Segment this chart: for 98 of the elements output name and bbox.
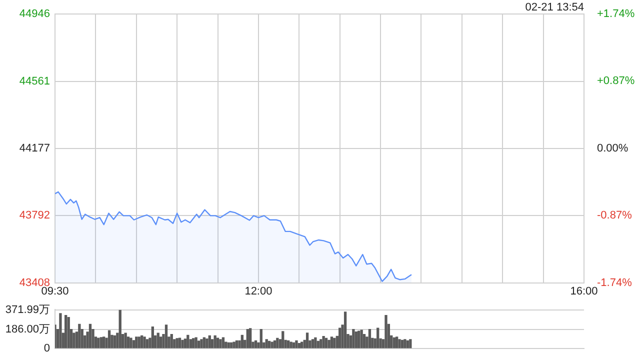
bar bbox=[300, 342, 304, 348]
bar bbox=[64, 315, 68, 348]
bar bbox=[268, 340, 271, 348]
bar bbox=[270, 342, 274, 348]
bar bbox=[146, 339, 149, 348]
y-tick-label: 371.99万 bbox=[5, 304, 50, 316]
bar bbox=[184, 338, 187, 348]
bar bbox=[206, 338, 208, 348]
bar bbox=[360, 330, 363, 348]
bar bbox=[100, 337, 102, 348]
bar bbox=[210, 339, 214, 348]
bar bbox=[311, 339, 314, 348]
text: 02-21 13:54 bbox=[525, 2, 584, 14]
y-tick-label: 0 bbox=[44, 342, 50, 354]
bar bbox=[314, 337, 317, 348]
y-tick-label: 44946 bbox=[19, 8, 50, 20]
bar bbox=[400, 340, 404, 348]
bar bbox=[246, 328, 249, 348]
bar bbox=[202, 337, 206, 348]
y-tick-label: 44561 bbox=[19, 75, 50, 88]
bar bbox=[118, 310, 122, 348]
bar bbox=[135, 336, 138, 348]
x-tick-label: 16:00 bbox=[570, 285, 598, 298]
x-tick-label: 12:00 bbox=[244, 285, 272, 298]
bar bbox=[189, 339, 192, 348]
bar bbox=[232, 342, 236, 348]
bar bbox=[156, 332, 160, 348]
y2-tick-label: -0.87% bbox=[597, 210, 632, 222]
bar bbox=[384, 315, 388, 348]
bar bbox=[248, 328, 252, 348]
bar bbox=[306, 332, 309, 348]
bar bbox=[260, 328, 262, 348]
bar bbox=[338, 328, 342, 348]
bar bbox=[130, 338, 132, 348]
bar bbox=[102, 336, 106, 348]
bar bbox=[324, 338, 328, 348]
bar bbox=[282, 331, 284, 348]
bar bbox=[124, 332, 127, 348]
bar bbox=[113, 335, 116, 348]
bar bbox=[395, 336, 398, 348]
bar bbox=[295, 340, 298, 348]
y2-tick-label: 0.00% bbox=[597, 142, 628, 154]
bar bbox=[376, 328, 380, 348]
bar bbox=[216, 338, 220, 348]
bar bbox=[352, 328, 355, 348]
bar bbox=[330, 336, 334, 348]
y-tick-label: 186.00万 bbox=[5, 323, 50, 336]
bar bbox=[194, 337, 198, 348]
bar bbox=[59, 313, 62, 348]
bar bbox=[143, 336, 146, 348]
bar bbox=[219, 339, 222, 348]
bar bbox=[354, 332, 358, 348]
y2-tick-label: +0.87% bbox=[597, 75, 635, 88]
bar bbox=[322, 336, 325, 348]
bar bbox=[186, 334, 190, 348]
y-tick-label: 43792 bbox=[19, 210, 50, 222]
bar bbox=[200, 339, 203, 348]
bar bbox=[192, 338, 195, 348]
bar bbox=[164, 324, 168, 348]
bar bbox=[176, 338, 178, 348]
bar bbox=[208, 335, 211, 348]
bar bbox=[328, 340, 330, 348]
bar bbox=[316, 340, 320, 348]
bar bbox=[276, 338, 279, 348]
bar bbox=[344, 312, 347, 348]
bar bbox=[181, 340, 184, 348]
bar bbox=[333, 338, 336, 348]
y2-tick-label: +1.74% bbox=[597, 8, 635, 20]
bar bbox=[178, 338, 182, 348]
y-tick-label: 44177 bbox=[19, 142, 50, 154]
bar bbox=[357, 330, 360, 348]
bar bbox=[78, 324, 81, 348]
bar bbox=[138, 336, 140, 348]
bar bbox=[398, 339, 401, 348]
bar bbox=[222, 337, 225, 348]
bar bbox=[97, 338, 100, 348]
bar bbox=[159, 336, 162, 348]
bar bbox=[392, 337, 396, 348]
bar bbox=[240, 334, 244, 348]
bar bbox=[214, 335, 216, 348]
bar bbox=[72, 332, 76, 348]
y2-tick-label: -1.74% bbox=[597, 276, 632, 289]
bar bbox=[409, 339, 412, 348]
x-tick-label: 09:30 bbox=[41, 285, 69, 298]
bar bbox=[88, 324, 92, 348]
bar bbox=[290, 342, 292, 348]
bar bbox=[320, 339, 322, 348]
bar bbox=[170, 334, 173, 348]
bar bbox=[368, 328, 372, 348]
bar bbox=[132, 340, 136, 348]
bar bbox=[67, 316, 70, 348]
bar bbox=[197, 340, 200, 348]
bar bbox=[140, 335, 144, 348]
bar bbox=[265, 339, 268, 348]
bar bbox=[224, 342, 228, 348]
bar bbox=[151, 326, 154, 348]
bar bbox=[404, 339, 406, 348]
bar bbox=[108, 330, 111, 348]
